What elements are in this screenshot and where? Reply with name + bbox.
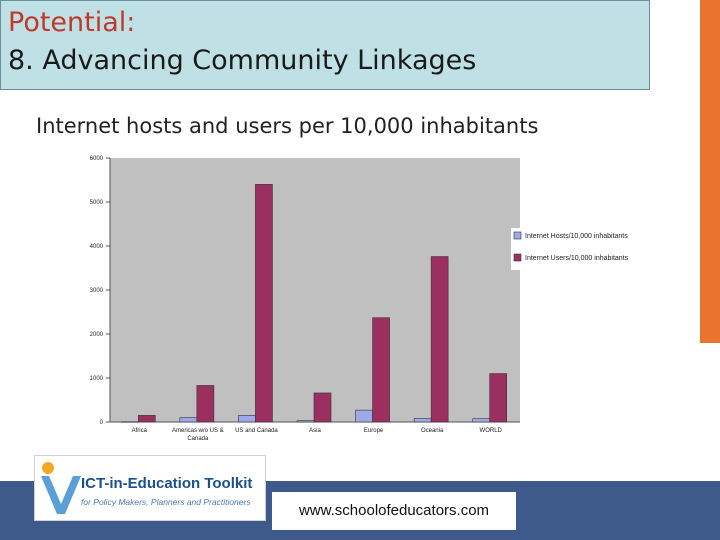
slide-title-label: Potential: [8,7,136,38]
toolkit-logo: ICT-in-Education Toolkit for Policy Make… [35,456,265,520]
logo-title: ICT-in-Education Toolkit [81,475,252,492]
bar-hosts [355,409,373,423]
logo-v-icon [41,476,81,514]
legend-label-hosts: Internet Hosts/10,000 inhabitants [525,233,628,240]
y-tick-label: 3000 [90,288,104,294]
bar-hosts [179,417,198,423]
y-tick-label: 6000 [90,156,104,162]
title-box: Potential: 8. Advancing Community Linkag… [0,0,650,90]
y-tick-label: 4000 [90,244,104,250]
x-category-label: US and Canada [235,428,278,434]
bar-hosts [472,418,491,423]
chart-heading: Internet hosts and users per 10,000 inha… [36,114,539,138]
y-tick-label: 5000 [90,200,104,206]
legend-label-users: Internet Users/10,000 inhabitants [525,255,629,262]
x-category-label: Europe [364,428,384,434]
y-tick-label: 0 [100,420,104,426]
bar-users [372,317,390,423]
y-tick-label: 1000 [90,376,104,382]
bar-users [430,256,449,423]
legend-swatch-hosts [513,231,522,240]
url-box: www.schoolofeducators.com [272,492,516,530]
bar-users [489,373,508,423]
accent-bar [700,0,720,343]
legend-swatch-users [513,253,522,262]
x-category-label: Oceania [421,428,444,434]
x-category-label: Asia [309,428,321,434]
x-category-label: WORLD [480,428,503,434]
bar-users [196,385,215,423]
bar-hosts [238,415,256,423]
x-category-label: Africa [132,428,148,434]
legend-box [511,228,645,270]
plot-area [110,158,520,422]
slide-title: 8. Advancing Community Linkages [8,45,477,76]
bar-hosts [413,418,432,423]
logo-dot-icon [42,462,54,474]
bar-hosts [296,420,315,423]
y-tick-label: 2000 [90,332,104,338]
logo-subtitle: for Policy Makers, Planners and Practiti… [81,497,251,507]
bar-users [255,184,273,423]
bar-hosts [120,421,139,423]
bar-users [137,415,156,423]
x-category-label: Americas w/o US & Canada [172,428,224,442]
website-url[interactable]: www.schoolofeducators.com [298,502,490,519]
bar-users [313,392,332,423]
bar-chart: 0 1000 2000 3000 4000 5000 6000 Africa Americas… [90,156,645,442]
